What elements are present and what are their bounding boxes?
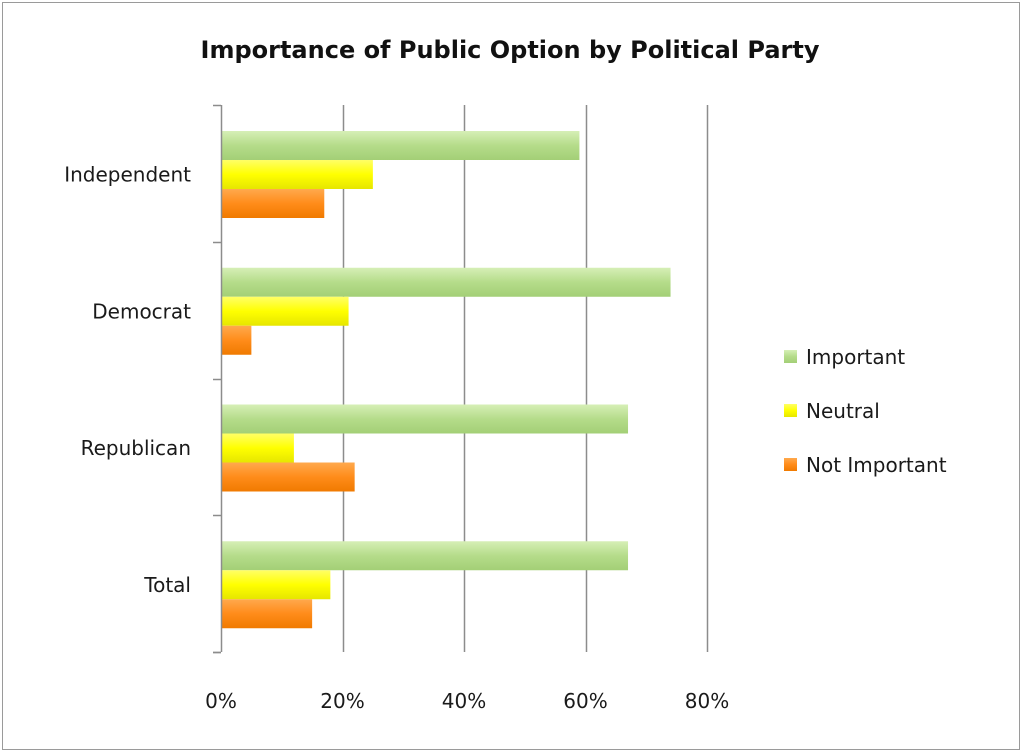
- bar-not-important-total: [222, 599, 313, 629]
- legend-label: Neutral: [806, 399, 880, 423]
- category-label: Total: [143, 573, 191, 597]
- category-label: Democrat: [92, 299, 191, 323]
- bar-neutral-democrat: [222, 296, 349, 326]
- legend-label: Important: [806, 345, 905, 369]
- bars-group: [222, 131, 671, 629]
- bar-not-important-republican: [222, 462, 355, 492]
- category-label: Independent: [64, 163, 191, 187]
- legend-swatch: [784, 350, 797, 363]
- x-tick-label: 40%: [442, 689, 486, 713]
- tick-labels: 0% 20% 40% 60% 80%: [205, 689, 729, 713]
- x-tick-label: 0%: [205, 689, 237, 713]
- x-tick-label: 60%: [563, 689, 607, 713]
- bar-not-important-independent: [222, 189, 325, 218]
- bar-important-democrat: [222, 267, 671, 297]
- x-tick-label: 80%: [685, 689, 729, 713]
- axis-group: [213, 104, 223, 654]
- legend-label: Not Important: [806, 453, 947, 477]
- x-tick-label: 20%: [320, 689, 364, 713]
- category-label: Republican: [81, 436, 191, 460]
- bar-neutral-independent: [222, 160, 373, 189]
- bar-important-independent: [222, 131, 580, 160]
- legend: Important Neutral Not Important: [784, 345, 947, 477]
- bar-not-important-democrat: [222, 325, 252, 355]
- legend-swatch: [784, 458, 797, 471]
- bar-important-republican: [222, 404, 629, 434]
- chart-title: Importance of Public Option by Political…: [201, 36, 820, 64]
- legend-swatch: [784, 404, 797, 417]
- category-labels: Independent Democrat Republican Total: [64, 163, 191, 597]
- bar-neutral-total: [222, 570, 331, 600]
- bar-neutral-republican: [222, 433, 294, 463]
- bar-important-total: [222, 541, 629, 571]
